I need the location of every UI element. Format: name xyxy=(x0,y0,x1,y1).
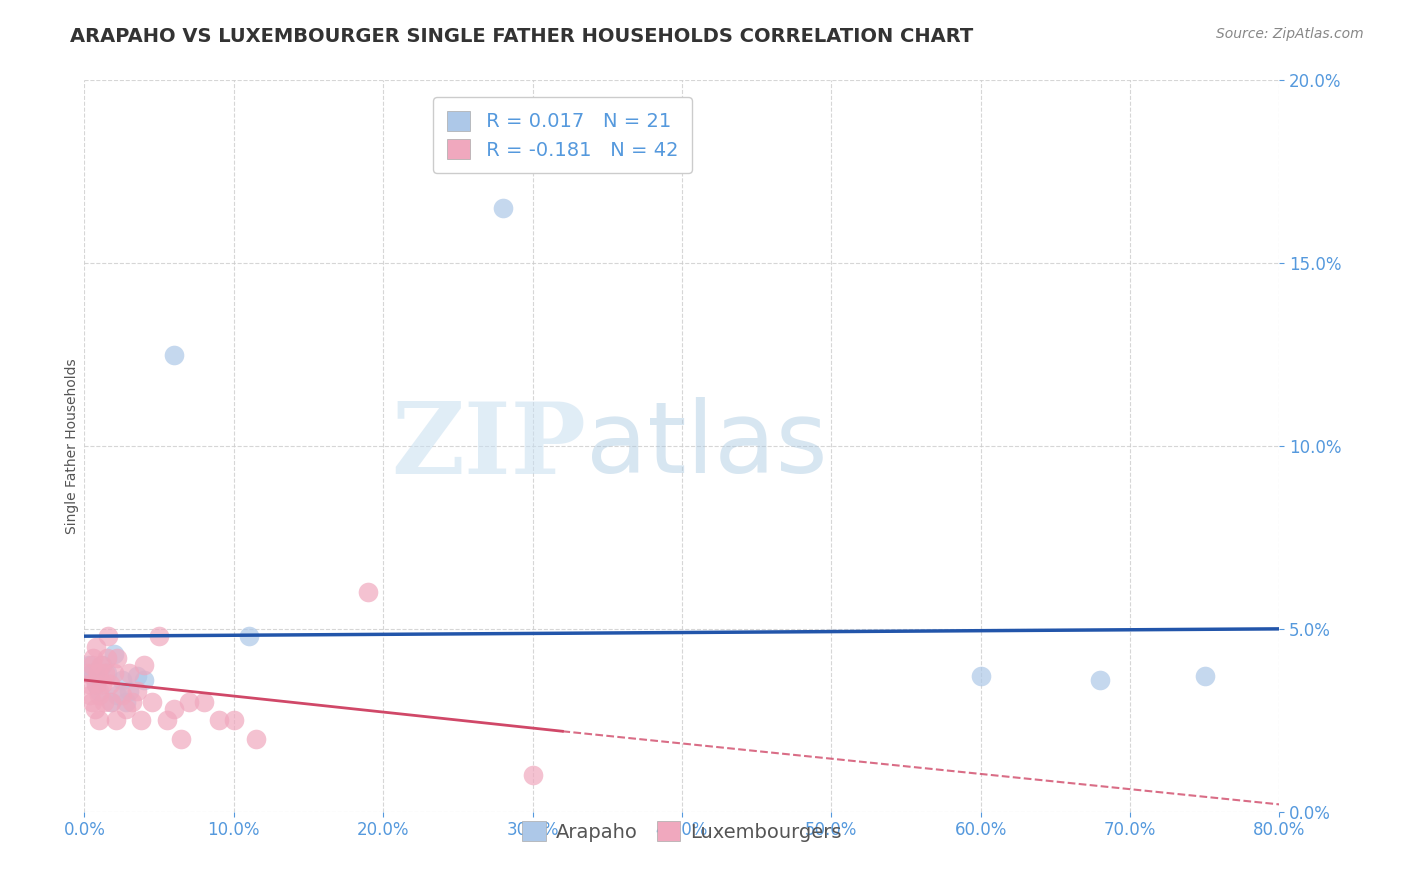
Point xyxy=(86,676,108,690)
Point xyxy=(222,714,245,728)
Point xyxy=(111,673,134,687)
Text: ARAPAHO VS LUXEMBOURGER SINGLE FATHER HOUSEHOLDS CORRELATION CHART: ARAPAHO VS LUXEMBOURGER SINGLE FATHER HO… xyxy=(70,27,973,45)
Point xyxy=(118,684,141,698)
Point xyxy=(82,669,104,683)
Point xyxy=(93,695,115,709)
Point xyxy=(492,201,515,215)
Point xyxy=(118,665,141,680)
Point xyxy=(91,676,114,690)
Point xyxy=(245,731,267,746)
Point xyxy=(357,585,380,599)
Point xyxy=(82,651,104,665)
Point xyxy=(87,665,110,680)
Point xyxy=(121,695,143,709)
Y-axis label: Single Father Households: Single Father Households xyxy=(65,359,79,533)
Point xyxy=(96,651,118,665)
Point xyxy=(132,673,156,687)
Text: ZIP: ZIP xyxy=(391,398,586,494)
Point xyxy=(98,676,121,690)
Point xyxy=(89,714,111,728)
Point xyxy=(238,629,260,643)
Point xyxy=(104,714,127,728)
Text: atlas: atlas xyxy=(586,398,828,494)
Point xyxy=(76,665,98,680)
Point xyxy=(170,731,193,746)
Point xyxy=(208,714,231,728)
Point xyxy=(177,695,200,709)
Point xyxy=(77,676,100,690)
Point xyxy=(141,695,163,709)
Point xyxy=(80,665,103,680)
Point xyxy=(103,648,125,662)
Point xyxy=(111,688,134,702)
Point xyxy=(91,658,114,673)
Point xyxy=(89,688,111,702)
Point xyxy=(90,658,112,673)
Point xyxy=(105,651,128,665)
Point xyxy=(155,714,177,728)
Point xyxy=(115,702,138,716)
Point xyxy=(86,640,108,655)
Point xyxy=(80,695,103,709)
Point xyxy=(522,768,544,782)
Point xyxy=(132,658,156,673)
Point xyxy=(96,665,118,680)
Point xyxy=(970,669,993,683)
Point xyxy=(94,665,117,680)
Point xyxy=(163,347,186,362)
Point xyxy=(1090,673,1112,687)
Point xyxy=(129,714,152,728)
Point xyxy=(125,669,148,683)
Point xyxy=(77,658,100,673)
Point xyxy=(79,688,101,702)
Point xyxy=(103,665,125,680)
Point xyxy=(125,684,148,698)
Text: Source: ZipAtlas.com: Source: ZipAtlas.com xyxy=(1216,27,1364,41)
Point xyxy=(1194,669,1216,683)
Point xyxy=(163,702,186,716)
Point xyxy=(100,695,122,709)
Point xyxy=(105,688,128,702)
Legend: Arapaho, Luxembourgers: Arapaho, Luxembourgers xyxy=(515,814,849,849)
Point xyxy=(86,676,108,690)
Point xyxy=(115,695,138,709)
Point xyxy=(83,702,105,716)
Point xyxy=(193,695,215,709)
Point xyxy=(80,658,103,673)
Point xyxy=(89,684,111,698)
Point xyxy=(148,629,170,643)
Point xyxy=(97,629,120,643)
Point xyxy=(100,695,122,709)
